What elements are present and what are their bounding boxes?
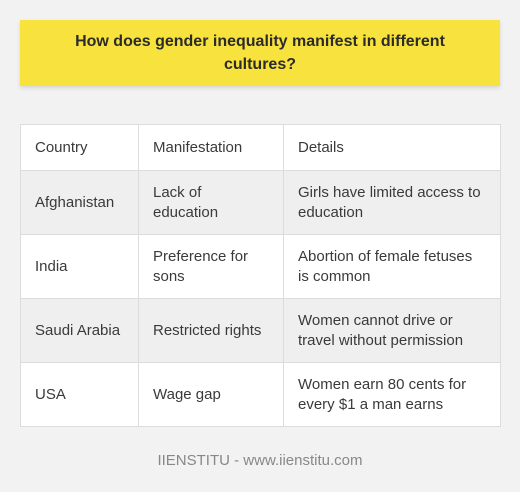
table-row: India Preference for sons Abortion of fe…: [20, 234, 501, 299]
cell-details: Women earn 80 cents for every $1 a man e…: [283, 362, 501, 427]
cell-country: Afghanistan: [20, 170, 139, 235]
cell-details: Abortion of female fetuses is common: [283, 234, 501, 299]
table-row: Saudi Arabia Restricted rights Women can…: [20, 298, 501, 363]
cell-country: Saudi Arabia: [20, 298, 139, 363]
cell-details: Girls have limited access to education: [283, 170, 501, 235]
column-header-country: Country: [20, 124, 139, 171]
page-title: How does gender inequality manifest in d…: [75, 33, 445, 73]
column-header-manifestation: Manifestation: [138, 124, 284, 171]
table-row: Afghanistan Lack of education Girls have…: [20, 170, 501, 235]
data-table: Country Manifestation Details Afghanista…: [20, 124, 501, 427]
table-header-row: Country Manifestation Details: [20, 124, 501, 171]
cell-country: USA: [20, 362, 139, 427]
cell-country: India: [20, 234, 139, 299]
cell-manifestation: Lack of education: [138, 170, 284, 235]
footer-credit: IIENSTITU - www.iienstitu.com: [157, 452, 363, 469]
cell-manifestation: Wage gap: [138, 362, 284, 427]
column-header-details: Details: [283, 124, 501, 171]
table-row: USA Wage gap Women earn 80 cents for eve…: [20, 362, 501, 427]
cell-details: Women cannot drive or travel without per…: [283, 298, 501, 363]
title-banner: How does gender inequality manifest in d…: [20, 20, 500, 86]
cell-manifestation: Preference for sons: [138, 234, 284, 299]
cell-manifestation: Restricted rights: [138, 298, 284, 363]
